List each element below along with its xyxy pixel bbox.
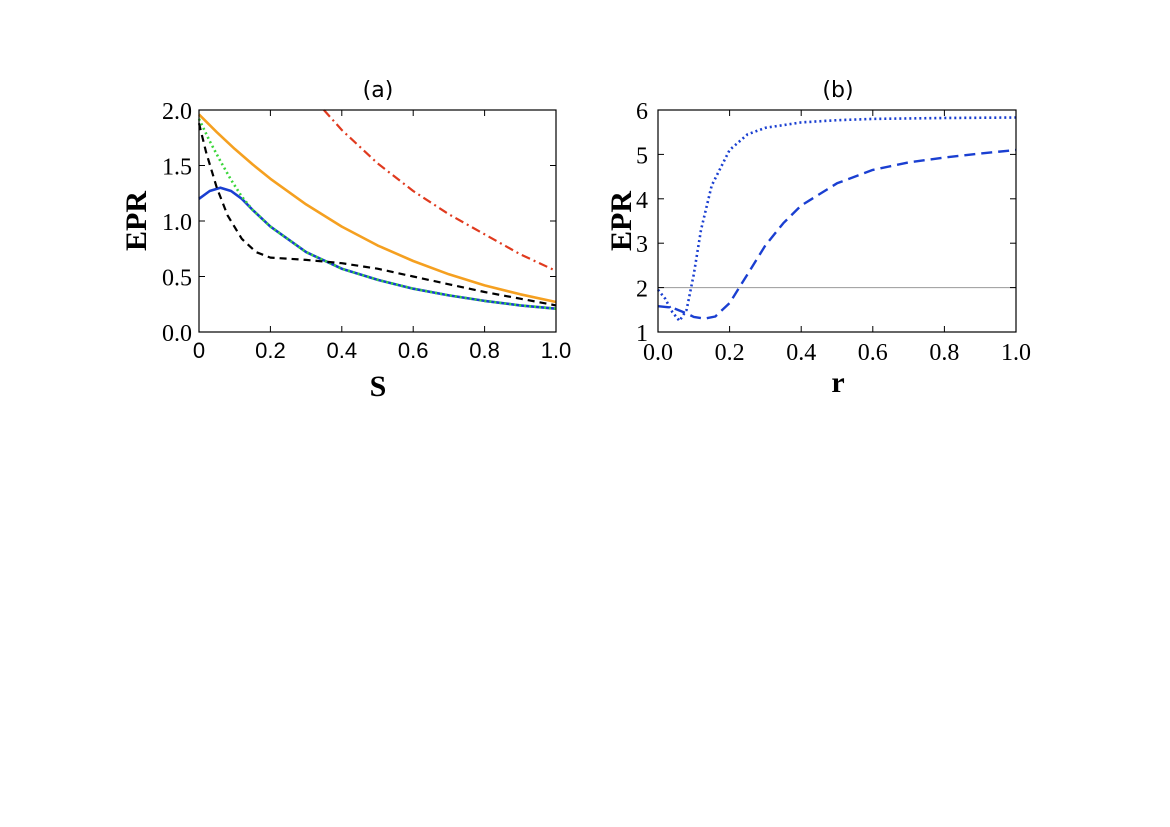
panel-b-y-tick-label: 1 — [636, 321, 648, 347]
panel-a-ticks: 0 0.2 0.4 0.6 0.8 1.0 0.0 0.5 1.0 1.5 2.0 — [162, 99, 571, 363]
panel-b-y-tick-label: 2 — [636, 277, 648, 303]
panel-a-y-tick-label: 1.5 — [162, 155, 192, 181]
panel-b-series-line-2 — [657, 148, 1017, 320]
panel-b-series-line-1 — [656, 116, 1017, 323]
panel-a-x-tick-label: 0.2 — [255, 338, 286, 363]
panel-a-y-tick-label: 0.5 — [162, 266, 192, 292]
panel-a-y-tick-label: 2.0 — [162, 99, 192, 125]
panel-a-series-line-2 — [323, 109, 557, 272]
panel-b-x-tick-label: 0.8 — [929, 340, 959, 366]
panel-b-title: (b) — [822, 78, 853, 103]
panel-b-y-tick-label: 4 — [636, 188, 648, 214]
panel-a-y-tick-label: 1.0 — [162, 210, 192, 236]
panel-a-x-tick-label: 0.6 — [398, 338, 429, 363]
panel-b-x-tick-label: 0.2 — [715, 340, 745, 366]
panel-b-x-axis-label: r — [831, 366, 844, 399]
panel-a-series-line-3 — [198, 186, 557, 310]
panel-b-chart: (b) 0.0 0.2 0.4 0.6 0.8 1.0 1 2 3 4 5 6 r EPR — [605, 78, 1031, 399]
panel-b-y-tick-label: 3 — [636, 232, 648, 258]
panel-a-plot-frame — [198, 109, 557, 333]
panel-a-series-line-5 — [197, 123, 557, 307]
panel-a-series-line-4 — [197, 118, 557, 310]
panel-b-y-tick-label: 5 — [636, 143, 648, 169]
panel-b-x-tick-label: 0.0 — [643, 340, 673, 366]
panel-b-plot-frame — [657, 109, 1017, 333]
panel-b-y-axis-label: EPR — [605, 191, 638, 251]
panel-a-series-line-1 — [198, 113, 557, 304]
panel-a-chart: (a) 0 0.2 0.4 0.6 0.8 1.0 0.0 0.5 1.0 1.5 2.0 S EP… — [120, 78, 571, 403]
panel-b-x-tick-label: 1.0 — [1001, 340, 1031, 366]
panel-a-y-axis-label: EPR — [120, 191, 153, 251]
panel-b-ticks: 0.0 0.2 0.4 0.6 0.8 1.0 1 2 3 4 5 6 — [636, 99, 1031, 366]
panel-b-x-tick-label: 0.6 — [858, 340, 888, 366]
panel-a-series-group — [197, 109, 557, 310]
panel-a-title: (a) — [363, 78, 394, 103]
panel-a-x-axis-label: S — [370, 370, 387, 403]
panel-a-x-tick-label: 0.8 — [469, 338, 500, 363]
panel-a-x-tick-label: 0.4 — [327, 338, 358, 363]
panel-a-y-tick-label: 0.0 — [162, 321, 192, 347]
panel-b-x-tick-label: 0.4 — [786, 340, 816, 366]
panel-a-x-tick-label: 0 — [193, 338, 205, 363]
panel-a-x-tick-label: 1.0 — [541, 338, 572, 363]
panel-b-y-tick-label: 6 — [636, 99, 648, 125]
panel-b-series-group — [656, 116, 1017, 323]
